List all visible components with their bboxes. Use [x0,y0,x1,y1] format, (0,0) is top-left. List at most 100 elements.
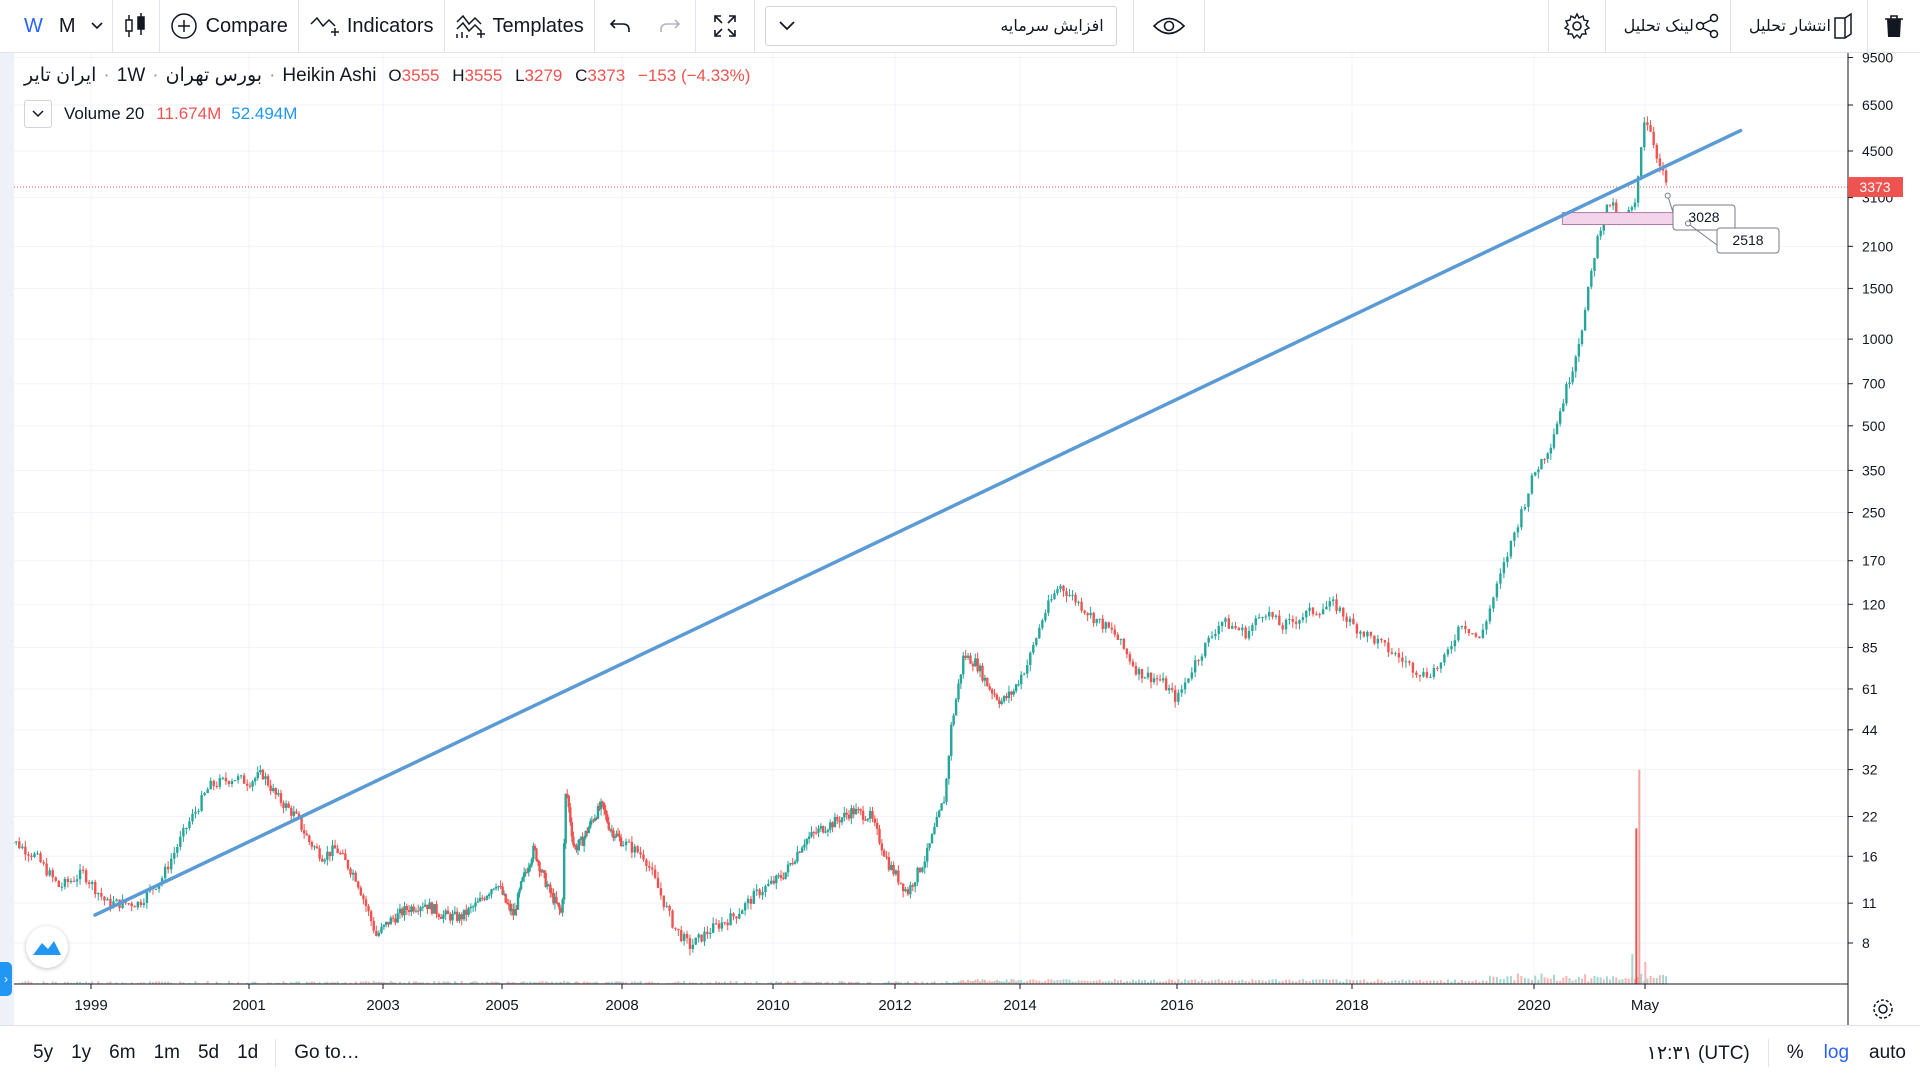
fullscreen-button[interactable] [696,0,754,52]
chart-style-button[interactable] [113,0,159,52]
auto-scale-button[interactable]: auto [1869,1042,1906,1063]
goto-date-button[interactable]: Go to… [294,1042,360,1063]
templates-button[interactable]: Templates [445,0,594,52]
symbol-name[interactable]: ایران تایر [24,65,97,86]
candle-body [1029,652,1032,666]
candle-body [767,883,770,887]
candle-body [230,780,234,784]
candle-body [364,899,368,907]
axes: 8 11 16 22 32 44 61 85 120 170 250 350 500 700 1000 150… [14,53,1903,1025]
timezone-clock[interactable]: ۱۲:۳۱ (UTC) [1646,1042,1750,1064]
range-button-1y[interactable]: 1y [71,1042,92,1063]
candle-body [875,822,879,829]
y-tick-label: 250 [1862,504,1886,520]
volume-bar [488,982,491,984]
candle-body [538,862,541,872]
volume-bar [1577,977,1580,984]
redo-button[interactable] [645,0,695,52]
candle-body [770,880,773,884]
hide-drawings-button[interactable] [1134,0,1204,52]
volume-bar [541,981,544,984]
candle-body [691,944,695,949]
axis-settings-icon[interactable] [1873,999,1893,1019]
publish-idea-button[interactable]: انتشار تحلیل [1731,0,1867,52]
volume-bar [866,982,869,984]
compare-button[interactable]: Compare [160,0,298,52]
candle-body [1506,556,1509,563]
price-chart-svg[interactable]: 3028 2518 8 11 16 22 32 44 61 85 120 170 250 350 500 7… [0,53,1920,1025]
volume-bar [1200,979,1203,984]
volume-bar [526,982,529,984]
candle-body [1543,459,1546,461]
interval-dropdown-button[interactable] [84,0,112,52]
candle-body [852,808,855,815]
volume-bar [97,981,100,984]
candle-body [497,886,500,888]
candle-body [435,904,438,915]
chart-pane[interactable]: 3028 2518 8 11 16 22 32 44 61 85 120 170 250 350 500 7… [0,53,1920,1025]
range-button-6m[interactable]: 6m [109,1042,136,1063]
candle-body [682,934,686,942]
candle-body [176,846,179,853]
candle-body [542,870,546,873]
range-button-1m[interactable]: 1m [153,1042,180,1063]
volume-bar [485,981,488,984]
candle-body [1315,614,1318,616]
candle-body [1415,672,1418,675]
range-button-1d[interactable]: 1d [237,1042,259,1063]
undo-button[interactable] [595,0,645,52]
candle-body [1305,610,1308,618]
percent-scale-button[interactable]: % [1786,1042,1804,1063]
volume-collapse-button[interactable] [24,100,52,128]
interval-monthly-button[interactable]: M [58,14,76,37]
candle-body [998,699,1001,704]
candle-body [700,934,703,942]
candle-body [1254,618,1257,626]
tradingview-logo[interactable] [26,926,68,968]
candle-body [1152,678,1156,683]
interval-weekly-button[interactable]: W [24,14,43,37]
candle-body [784,872,787,879]
candle-body [474,902,477,907]
candle-body [1359,631,1362,634]
volume-bar [720,982,723,984]
candle-body [1056,589,1059,594]
candle-body [481,897,484,899]
candle-body [1530,475,1534,494]
share-link-button[interactable]: لینک تحلیل [1606,0,1730,52]
y-tick-label: 9500 [1862,53,1893,66]
candle-body [274,788,277,795]
toggle-drawing-toolbar-button[interactable]: › [0,962,12,996]
range-button-5d[interactable]: 5d [197,1042,220,1063]
volume-bar [158,981,161,984]
volume-bar [1298,979,1301,984]
log-scale-button[interactable]: log [1823,1042,1850,1063]
symbol-search-dropdown[interactable]: افزایش سرمایه [764,6,1117,46]
volume-bar [421,982,424,984]
candle-body [145,891,149,903]
volume-bar [389,981,392,984]
candle-body [602,802,606,810]
x-tick-label: 2014 [1003,997,1036,1014]
volume-bar [1119,979,1122,984]
volume-bar [1012,979,1015,984]
indicators-button[interactable]: Indicators [299,0,444,52]
volume-bar [1453,979,1456,984]
candle-body [703,931,706,942]
candle-body [812,832,816,834]
volume-bar [1187,980,1190,984]
candle-body [575,846,578,851]
close-key: C [575,65,588,85]
volume-bar [1627,978,1630,984]
volume-bar [1590,978,1593,984]
candle-body [720,922,724,929]
candle-body [1352,618,1355,625]
candle-body [24,846,27,855]
delete-button[interactable] [1868,0,1920,52]
settings-button[interactable] [1549,0,1605,52]
drawings[interactable]: 3028 2518 [14,128,1848,917]
candle-body [974,658,977,667]
volume-bar [986,981,989,984]
volume-bar [1655,977,1658,984]
range-button-5y[interactable]: 5y [33,1042,54,1063]
